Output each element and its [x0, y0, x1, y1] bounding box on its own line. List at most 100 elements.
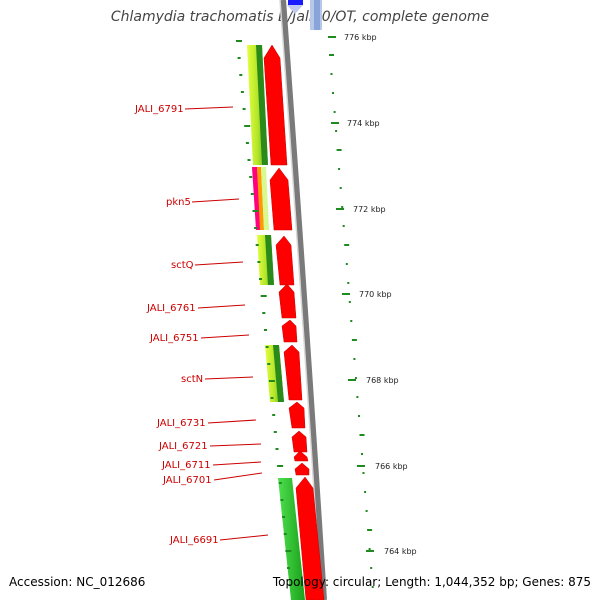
top-strand-light-block-inner	[314, 0, 320, 30]
gc-skew-dash-right	[333, 111, 336, 113]
gc-skew-dash-left	[278, 482, 282, 484]
gc-skew-dash-right	[332, 92, 334, 94]
gc-skew-dash-right	[329, 54, 334, 56]
scale-label-768: 768 kbp	[366, 376, 399, 385]
gc-skew-dash-left	[252, 210, 259, 212]
gc-skew-dash-left	[259, 278, 262, 280]
scale-tick-774: 774 kbp	[331, 119, 380, 128]
scale-tick-776: 776 kbp	[328, 33, 377, 42]
gene-label-group-jali-6731[interactable]: JALI_6731	[156, 418, 257, 429]
gene-arrow-jali-6791[interactable]	[263, 44, 288, 166]
map-title: Chlamydia trachomatis B/Jali20/OT, compl…	[110, 9, 490, 25]
gc-skew-dash-right	[370, 567, 373, 569]
gc-skew-dash-left	[244, 125, 251, 127]
accession-text: Accession: NC_012686	[9, 575, 146, 589]
gc-skew-dash-right	[344, 244, 350, 246]
gc-skew-dash-left	[275, 448, 279, 450]
gc-skew-dash-left	[287, 567, 290, 569]
gc-skew-dash-left	[242, 108, 246, 110]
gene-label-sctn[interactable]: sctN	[181, 374, 203, 385]
gene-arrow-jali-6691[interactable]	[295, 476, 325, 600]
gene-arrow-pkn5[interactable]	[269, 167, 293, 231]
gene-label-group-jali-6721[interactable]: JALI_6721	[158, 441, 262, 452]
conservation-block-2-dark	[265, 235, 274, 285]
conservation-block-4[interactable]	[278, 478, 305, 600]
gene-label-jali-6751[interactable]: JALI_6751	[149, 333, 199, 344]
gene-label-group-jali-6691[interactable]: JALI_6691	[169, 534, 269, 546]
gene-label-pkn5[interactable]: pkn5	[166, 197, 191, 208]
gene-arrow-jali-6721[interactable]	[291, 430, 308, 453]
gc-skew-dash-right	[336, 149, 342, 151]
gc-skew-dash-left	[240, 91, 244, 93]
gc-skew-dash-right	[353, 358, 356, 360]
gc-skew-dash-right	[364, 491, 367, 493]
gene-label-group-sctn[interactable]: sctN	[181, 374, 254, 385]
gc-skew-dash-right	[341, 206, 344, 208]
gene-label-jali-6691[interactable]: JALI_6691	[169, 535, 219, 546]
gc-skew-dash-left	[262, 312, 266, 314]
gene-label-group-jali-6711[interactable]: JALI_6711	[161, 460, 262, 471]
pkn5-block-orange	[257, 167, 264, 230]
scale-label-776: 776 kbp	[344, 33, 377, 42]
gc-skew-dash-left	[237, 57, 241, 59]
scale-label-764: 764 kbp	[384, 547, 417, 556]
gene-label-jali-6791[interactable]: JALI_6791	[134, 104, 184, 115]
gc-skew-dash-left	[265, 346, 269, 348]
gc-skew-dash-left	[267, 363, 271, 365]
conservation-block-1-dark	[256, 45, 268, 165]
gc-skew-dash-left	[250, 193, 254, 195]
gene-label-group-jali-6751[interactable]: JALI_6751	[149, 333, 250, 344]
gene-label-sctq[interactable]: sctQ	[171, 260, 194, 271]
gene-label-group-sctq[interactable]: sctQ	[171, 260, 244, 271]
gene-label-jali-6721[interactable]: JALI_6721	[158, 441, 208, 452]
gc-skew-dash-right	[354, 377, 357, 379]
gc-skew-track	[236, 40, 374, 588]
gene-label-group-jali-6791[interactable]: JALI_6791	[134, 104, 234, 115]
gc-skew-dash-right	[350, 320, 353, 322]
gene-label-jali-6701[interactable]: JALI_6701	[162, 475, 212, 486]
gene-label-jali-6711[interactable]: JALI_6711	[161, 460, 211, 471]
gc-skew-dash-left	[249, 176, 253, 178]
gene-label-group-jali-6701[interactable]: JALI_6701	[162, 472, 263, 486]
scale-label-772: 772 kbp	[353, 205, 386, 214]
scale-tick-764: 764 kbp	[366, 547, 417, 556]
gc-skew-dash-right	[361, 453, 363, 455]
pkn5-block-magenta[interactable]	[252, 167, 261, 230]
gene-label-jali-6731[interactable]: JALI_6731	[156, 418, 206, 429]
forward-genes	[263, 44, 325, 600]
gene-arrow-jali-6701[interactable]	[294, 462, 310, 476]
gene-arrow-jali-6751[interactable]	[281, 319, 298, 343]
gc-skew-dash-left	[236, 40, 242, 42]
gene-arrow-jali-6711[interactable]	[293, 450, 309, 462]
scale-track: 776 kbp 774 kbp 772 kbp 770 kbp 768 kbp …	[328, 33, 417, 556]
gene-arrow-sctn[interactable]	[283, 344, 303, 401]
gc-skew-dash-left	[254, 227, 258, 229]
gene-label-jali-6761[interactable]: JALI_6761	[146, 303, 196, 314]
gc-skew-dash-right	[358, 415, 360, 417]
gc-skew-dash-left	[285, 550, 292, 552]
gc-skew-dash-left	[273, 431, 277, 433]
scale-tick-766: 766 kbp	[357, 462, 408, 471]
gene-arrow-jali-6731[interactable]	[288, 401, 306, 429]
gc-skew-dash-right	[371, 586, 374, 588]
gc-skew-dash-right	[368, 548, 371, 550]
gc-skew-dash-left	[260, 295, 267, 297]
gc-skew-dash-right	[330, 73, 333, 75]
gc-skew-dash-left	[264, 329, 267, 331]
gene-arrow-jali-6761[interactable]	[278, 283, 297, 319]
gc-skew-dash-left	[272, 414, 276, 416]
gene-labels: JALI_6791 pkn5 sctQ JALI_6761 JALI_6751 …	[134, 104, 269, 546]
gc-skew-dash-left	[283, 533, 287, 535]
gc-skew-dash-left	[282, 516, 286, 518]
gene-arrow-sctq[interactable]	[275, 235, 295, 286]
conservation-block-3-dark	[273, 345, 284, 402]
gene-label-group-jali-6761[interactable]: JALI_6761	[146, 303, 246, 314]
genome-summary-text: Topology: circular; Length: 1,044,352 bp…	[272, 575, 591, 589]
gc-skew-dash-left	[268, 380, 275, 382]
top-strand-blue-block[interactable]	[288, 0, 303, 5]
gc-skew-dash-right	[342, 225, 345, 227]
gc-skew-dash-right	[339, 187, 342, 189]
scale-label-770: 770 kbp	[359, 290, 392, 299]
gc-skew-dash-right	[356, 396, 359, 398]
gene-label-group-pkn5[interactable]: pkn5	[166, 197, 240, 208]
